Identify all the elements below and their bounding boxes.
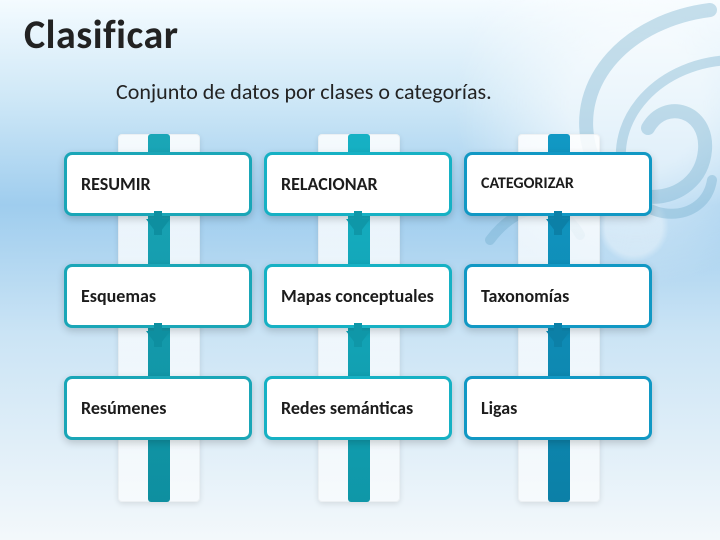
box-label: Taxonomías [481,286,569,307]
box-label: RESUMIR [81,174,151,195]
box-taxonomias: Taxonomías [464,264,652,328]
page-title: Clasificar [24,10,178,59]
down-arrow-icon [346,219,370,235]
box-categorizar: CATEGORIZAR [464,152,652,216]
box-label: Mapas conceptuales [281,286,434,307]
slide: Clasificar Conjunto de datos por clases … [0,0,720,540]
box-label: Esquemas [81,286,156,307]
box-label: RELACIONAR [281,174,378,195]
box-label: CATEGORIZAR [481,175,574,193]
page-subtitle: Conjunto de datos por clases o categoría… [116,78,492,105]
box-esquemas: Esquemas [64,264,252,328]
box-resumenes: Resúmenes [64,376,252,440]
box-label: Redes semánticas [281,398,413,419]
column-categorizar: CATEGORIZAR Taxonomías Ligas [464,152,660,488]
down-arrow-icon [346,331,370,347]
box-resumir: RESUMIR [64,152,252,216]
column-resumir: RESUMIR Esquemas Resúmenes [64,152,260,488]
box-label: Ligas [481,398,517,419]
box-label: Resúmenes [81,398,166,419]
down-arrow-icon [146,219,170,235]
box-mapas-conceptuales: Mapas conceptuales [264,264,452,328]
box-redes-semanticas: Redes semánticas [264,376,452,440]
column-relacionar: RELACIONAR Mapas conceptuales Redes semá… [264,152,460,488]
down-arrow-icon [546,219,570,235]
box-ligas: Ligas [464,376,652,440]
box-relacionar: RELACIONAR [264,152,452,216]
down-arrow-icon [546,331,570,347]
down-arrow-icon [146,331,170,347]
